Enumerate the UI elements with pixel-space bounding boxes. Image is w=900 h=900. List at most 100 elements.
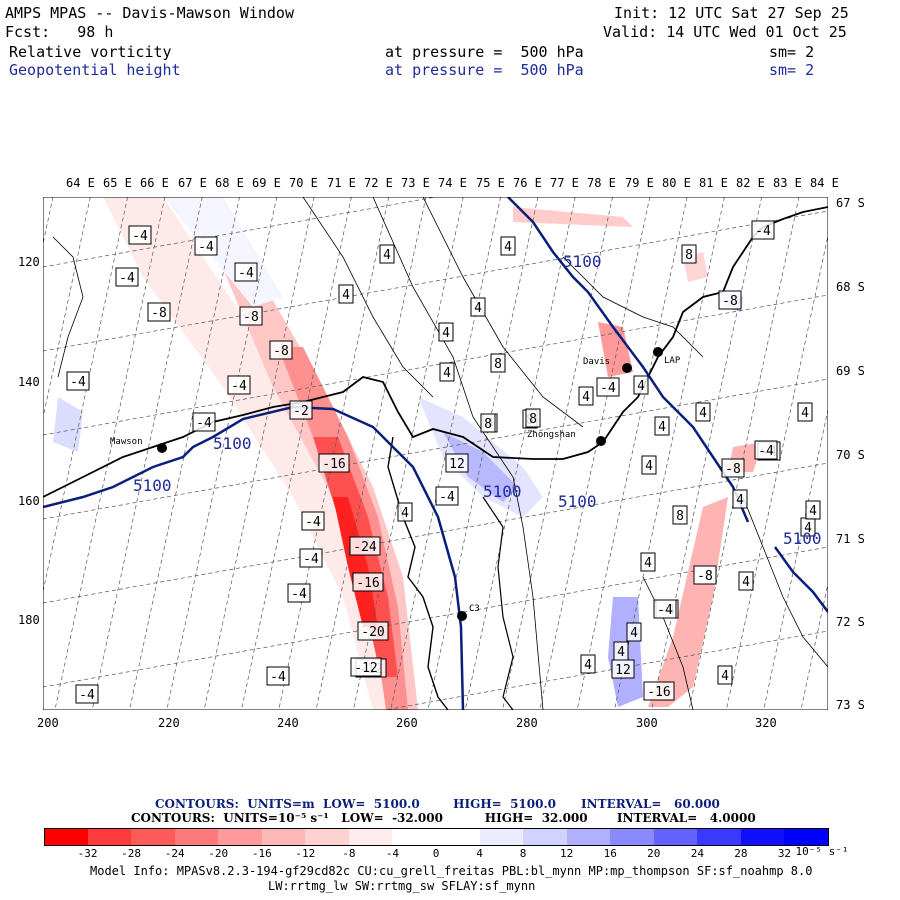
vorticity-label-box <box>128 225 152 245</box>
colorbar-tick: 20 <box>647 847 661 860</box>
field1-level: at pressure = 500 hPa <box>385 43 584 61</box>
vorticity-label-box <box>397 502 413 522</box>
lat-lon-gridlines <box>43 197 828 710</box>
vorticity-label-text: 8 <box>494 357 502 372</box>
vorticity-label-box <box>289 400 313 420</box>
vorticity-label-text: -24 <box>353 540 377 555</box>
station-label-c3: C3 <box>469 604 480 614</box>
vorticity-label: -8 <box>718 290 742 310</box>
vorticity-label-text: 4 <box>699 406 707 421</box>
vorticity-positive-area <box>53 397 83 452</box>
vorticity-label-box <box>287 583 311 603</box>
vorticity-label-text: 8 <box>676 509 684 524</box>
lat-label: 73 S <box>836 698 865 712</box>
model-info-line1: Model Info: MPASv8.2.3-194-gf29cd82c CU:… <box>90 864 813 878</box>
vorticity-label-box <box>299 548 323 568</box>
vorticity-label-box <box>641 455 657 475</box>
station-mawson[interactable] <box>157 443 167 453</box>
vorticity-label-text: -4 <box>198 240 214 255</box>
vorticity-label-box <box>721 458 745 478</box>
station-markers <box>157 347 663 621</box>
station-davis[interactable] <box>622 363 632 373</box>
vorticity-label-text: -20 <box>361 625 384 640</box>
colorbar-tick: -4 <box>385 847 400 860</box>
vorticity-label-box <box>653 599 677 619</box>
vorticity-label-box <box>695 402 711 422</box>
vorticity-negative-spot <box>648 497 728 707</box>
vorticity-label-text: -12 <box>354 661 377 676</box>
vorticity-label-text: -16 <box>356 576 379 591</box>
vorticity-label: 4 <box>800 517 816 537</box>
vorticity-label: 4 <box>379 244 395 264</box>
colorbar-tick: -32 <box>77 847 98 860</box>
lon-label: 69 E <box>252 176 281 190</box>
vorticity-label-box <box>578 386 594 406</box>
vorticity-label: -4 <box>75 684 99 704</box>
vorticity-label: -4 <box>266 666 290 686</box>
vorticity-label: 4 <box>695 402 711 422</box>
vorticity-label-text: -4 <box>196 416 212 431</box>
vorticity-label: -4 <box>234 262 258 282</box>
colorbar-cell <box>436 828 481 846</box>
vorticity-label-text: 4 <box>474 301 482 316</box>
vorticity-label: -4 <box>653 599 677 619</box>
height-contour-5100 <box>43 405 465 710</box>
vorticity-negative-band <box>103 197 413 710</box>
vorticity-label: 8 <box>490 353 506 373</box>
vorticity-label-text: -4 <box>755 224 771 239</box>
station-c3[interactable] <box>457 611 467 621</box>
vorticity-label-box <box>751 220 775 240</box>
vorticity-label: -4 <box>192 412 216 432</box>
lon-label: 73 E <box>401 176 430 190</box>
colorbar-cell <box>87 828 132 846</box>
height-contour-note: CONTOURS: UNITS=m LOW= 5100.0 HIGH= 5100… <box>155 797 720 811</box>
height-label: 5100 <box>133 476 172 495</box>
vorticity-label-text: -8 <box>697 569 713 584</box>
y-tick: 160 <box>18 494 40 508</box>
vorticity-label-text: 8 <box>529 412 537 427</box>
colorbar-cell <box>784 828 830 846</box>
station-lap[interactable] <box>653 347 663 357</box>
vorticity-label: -16 <box>352 572 384 592</box>
vorticity-label: 8 <box>681 244 697 264</box>
vorticity-label-box <box>192 412 216 432</box>
vorticity-label-box <box>75 684 99 704</box>
vorticity-label-text: -8 <box>273 344 289 359</box>
colorbar-tick: 32 <box>777 847 792 860</box>
vorticity-label: 4 <box>738 571 754 591</box>
vorticity-label: 4 <box>580 654 596 674</box>
colorbar-units: 10⁻⁵ s⁻¹ <box>795 845 849 858</box>
vorticity-label-box <box>626 622 642 642</box>
station-zhongshan[interactable] <box>596 436 606 446</box>
vorticity-label-box <box>718 290 742 310</box>
lon-label: 79 E <box>625 176 654 190</box>
lon-label: 65 E <box>103 176 132 190</box>
colorbar-tick: -12 <box>295 847 316 860</box>
vorticity-label: -8 <box>721 458 745 478</box>
vorticity-label: 4 <box>439 362 455 382</box>
vorticity-label-text: 4 <box>443 366 451 381</box>
vorticity-label-text: 4 <box>804 521 812 536</box>
station-label-davis: Davis <box>583 357 610 367</box>
vorticity-label-text: -8 <box>243 310 259 325</box>
vorticity-label: 4 <box>805 500 821 520</box>
lat-label: 69 S <box>836 364 865 378</box>
field2-level: at pressure = 500 hPa <box>385 61 584 79</box>
colorbar-tick: 0 <box>432 847 440 860</box>
vorticity-label-text: 12 <box>449 457 465 472</box>
vorticity-label-box <box>672 505 688 525</box>
vorticity-label-text: 4 <box>644 556 652 571</box>
lon-label: 64 E <box>66 176 95 190</box>
y-tick: 120 <box>18 255 40 269</box>
vorticity-contour-note: CONTOURS: UNITS=10⁻⁵ s⁻¹ LOW= -32.000 HI… <box>131 811 756 825</box>
vorticity-label-box <box>717 665 733 685</box>
vorticity-label: -4 <box>194 236 218 256</box>
vorticity-label-text: -16 <box>322 457 345 472</box>
colorbar-tick: -28 <box>121 847 142 860</box>
lon-label: 81 E <box>699 176 728 190</box>
vorticity-label-box <box>115 267 139 287</box>
colorbar-cell <box>305 828 350 846</box>
vorticity-label-box <box>681 244 697 264</box>
colorbar-cell <box>174 828 219 846</box>
colorbar-cell <box>523 828 568 846</box>
